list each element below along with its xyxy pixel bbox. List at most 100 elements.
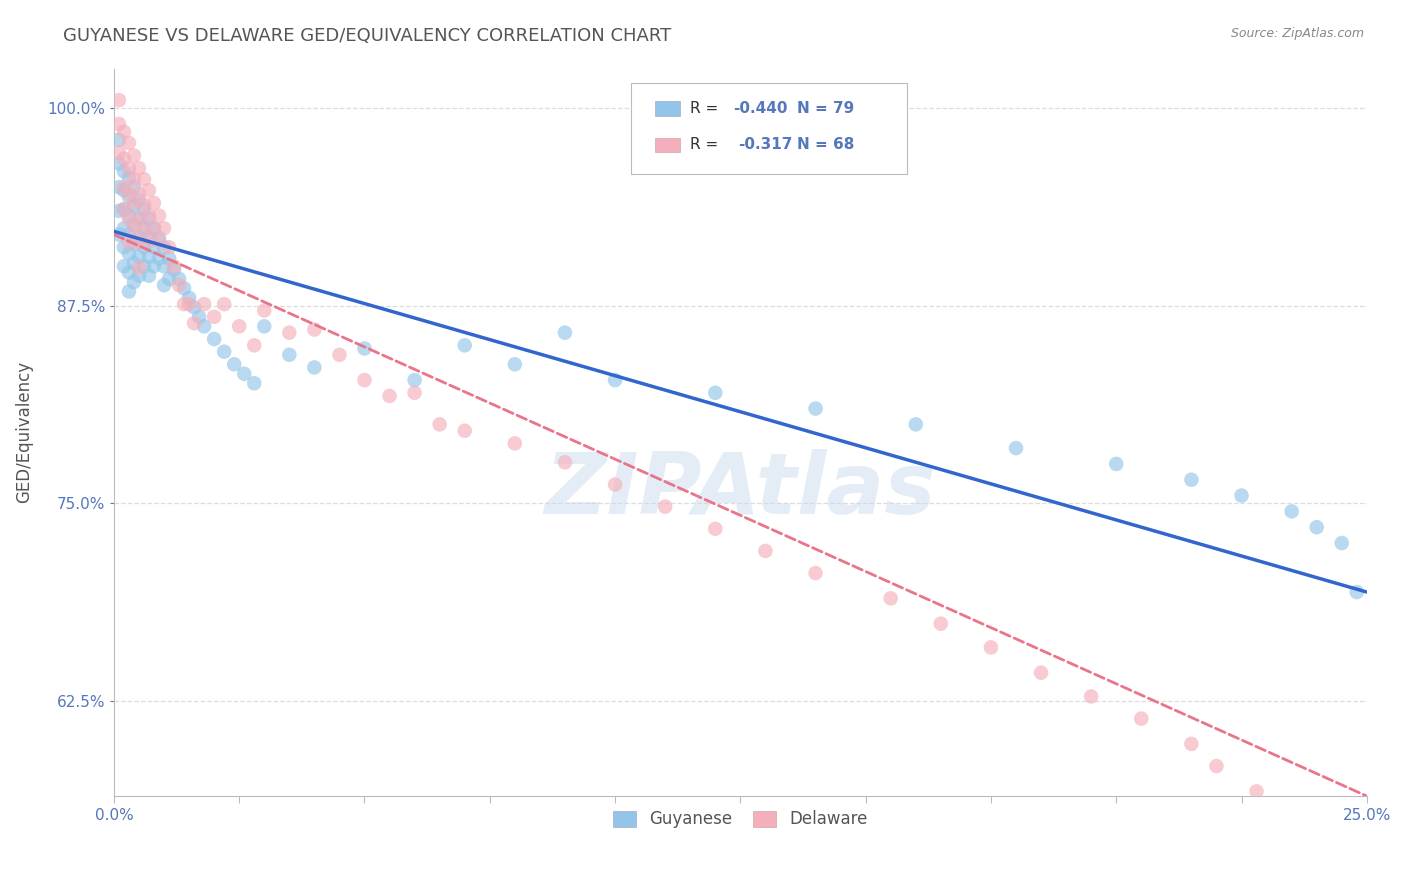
Point — [148, 231, 170, 245]
Point — [112, 202, 135, 217]
Point — [118, 186, 141, 201]
Point — [108, 203, 131, 218]
Point — [603, 373, 626, 387]
Point — [108, 180, 131, 194]
Point — [118, 235, 141, 250]
Point — [157, 240, 180, 254]
Point — [153, 278, 176, 293]
Point — [188, 310, 211, 324]
Point — [173, 297, 195, 311]
Point — [122, 221, 145, 235]
Point — [304, 360, 326, 375]
Point — [122, 199, 145, 213]
Point — [118, 246, 141, 260]
Point — [193, 297, 215, 311]
Point — [1305, 520, 1327, 534]
Point — [554, 326, 576, 340]
Point — [132, 197, 155, 211]
Point — [353, 342, 375, 356]
Point — [118, 161, 141, 176]
Point — [1180, 737, 1202, 751]
Point — [122, 148, 145, 162]
Point — [1005, 441, 1028, 455]
Point — [108, 145, 131, 160]
Point — [253, 319, 276, 334]
Point — [132, 223, 155, 237]
Point — [118, 266, 141, 280]
Point — [183, 316, 205, 330]
Point — [132, 221, 155, 235]
Point — [212, 297, 235, 311]
Point — [603, 477, 626, 491]
Point — [1180, 473, 1202, 487]
Point — [163, 262, 186, 277]
Point — [112, 164, 135, 178]
Point — [654, 500, 676, 514]
Y-axis label: GED/Equivalency: GED/Equivalency — [15, 361, 32, 503]
Point — [173, 281, 195, 295]
Point — [404, 385, 426, 400]
Point — [112, 202, 135, 217]
Point — [118, 227, 141, 242]
Text: ZIPAtlas: ZIPAtlas — [544, 449, 936, 532]
Point — [157, 252, 180, 266]
Point — [122, 172, 145, 186]
Point — [108, 117, 131, 131]
Text: -0.440: -0.440 — [733, 101, 787, 116]
Point — [1205, 759, 1227, 773]
Point — [122, 275, 145, 289]
Point — [128, 211, 150, 226]
Text: N = 68: N = 68 — [797, 137, 853, 153]
Point — [108, 93, 131, 107]
Point — [1281, 504, 1303, 518]
Point — [1105, 457, 1128, 471]
Point — [153, 259, 176, 273]
Point — [304, 322, 326, 336]
Point — [202, 310, 225, 324]
Point — [929, 616, 952, 631]
FancyBboxPatch shape — [631, 83, 907, 174]
Point — [143, 196, 166, 211]
Point — [153, 221, 176, 235]
Text: Source: ZipAtlas.com: Source: ZipAtlas.com — [1230, 27, 1364, 40]
Point — [128, 235, 150, 250]
Point — [212, 344, 235, 359]
Point — [148, 209, 170, 223]
Point — [128, 193, 150, 207]
Point — [112, 180, 135, 194]
Point — [167, 278, 190, 293]
Text: N = 79: N = 79 — [797, 101, 853, 116]
Point — [228, 319, 250, 334]
Point — [278, 326, 301, 340]
Point — [128, 250, 150, 264]
Point — [108, 133, 131, 147]
Point — [118, 209, 141, 223]
Point — [132, 202, 155, 217]
Point — [138, 268, 160, 283]
Point — [132, 240, 155, 254]
Point — [122, 180, 145, 194]
Point — [112, 125, 135, 139]
Point — [138, 231, 160, 245]
Point — [138, 209, 160, 223]
Point — [163, 259, 186, 273]
Point — [143, 240, 166, 254]
Point — [880, 591, 903, 606]
Point — [253, 303, 276, 318]
Point — [1130, 712, 1153, 726]
Legend: Guyanese, Delaware: Guyanese, Delaware — [606, 804, 875, 835]
Point — [804, 566, 827, 580]
Point — [1230, 489, 1253, 503]
Point — [980, 640, 1002, 655]
Point — [118, 189, 141, 203]
Point — [233, 367, 256, 381]
Point — [1029, 665, 1052, 680]
Point — [1346, 585, 1368, 599]
Point — [112, 221, 135, 235]
Point — [122, 237, 145, 252]
Point — [153, 240, 176, 254]
Point — [148, 234, 170, 248]
Point — [1330, 536, 1353, 550]
Point — [128, 186, 150, 201]
Point — [378, 389, 401, 403]
